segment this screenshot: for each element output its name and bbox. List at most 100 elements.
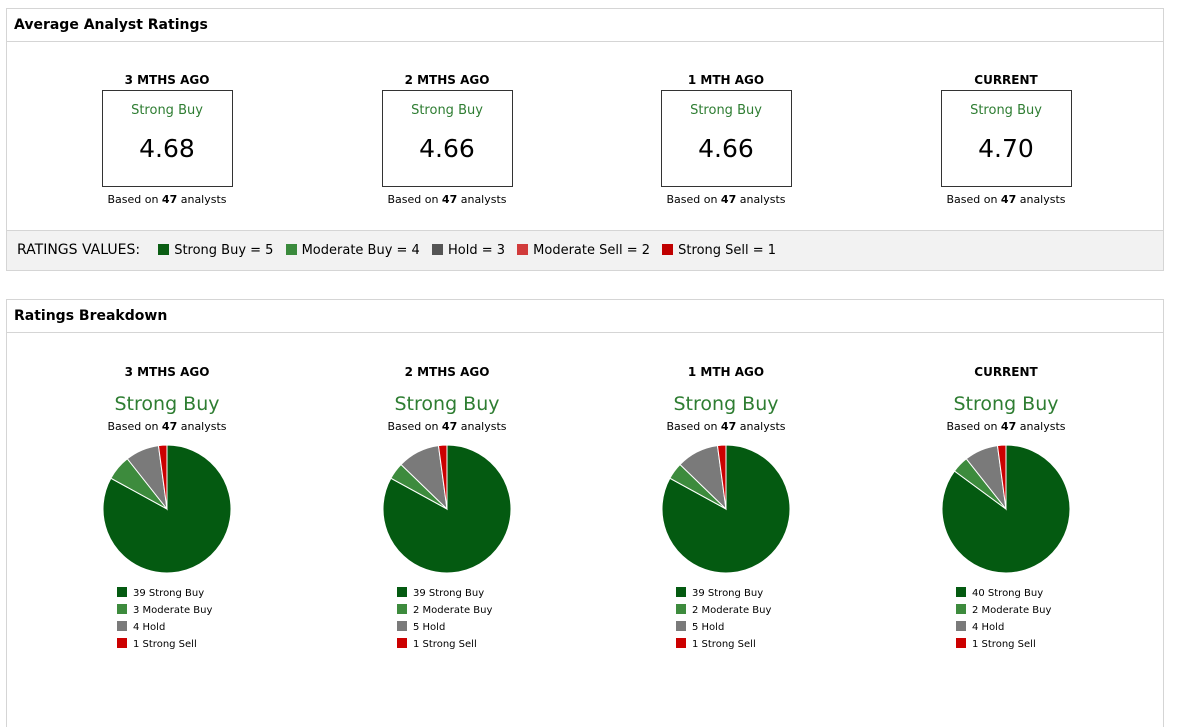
breakdown-rating-word: Strong Buy <box>394 393 500 415</box>
pie-legend-item[interactable]: 1 Strong Sell <box>676 636 836 653</box>
based-on-text: Based on 47 analysts <box>387 193 507 206</box>
legend-swatch <box>676 621 686 631</box>
legend-swatch <box>676 587 686 597</box>
pie-legend-label: 1 Strong Sell <box>692 639 756 650</box>
rating-score: 4.66 <box>419 134 475 163</box>
pie-legend-item[interactable]: 5 Hold <box>676 619 836 636</box>
pie-legend-item[interactable]: 4 Hold <box>117 619 277 636</box>
average-ratings-panel: Average Analyst Ratings 3 MTHS AGO Stron… <box>6 8 1164 271</box>
breakdown-based-on-text: Based on 47 analysts <box>107 420 227 433</box>
rating-word: Strong Buy <box>690 103 762 118</box>
legend-swatch <box>956 638 966 648</box>
pie-legend: 39 Strong Buy 2 Moderate Buy 5 Hold 1 Stron… <box>397 585 557 653</box>
breakdown-period-label: 1 MTH AGO <box>687 365 765 379</box>
based-on-text: Based on 47 analysts <box>107 193 227 206</box>
pie-legend-item[interactable]: 2 Moderate Buy <box>397 602 557 619</box>
breakdown-based-on-text: Based on 47 analysts <box>946 420 1066 433</box>
ratings-breakdown-panel: Ratings Breakdown 3 MTHS AGO Strong Buy Ba… <box>6 299 1164 727</box>
pie-slice-strong-sell[interactable] <box>157 444 168 510</box>
pie-legend-item[interactable]: 2 Moderate Buy <box>956 602 1116 619</box>
pie-legend-item[interactable]: 3 Moderate Buy <box>117 602 277 619</box>
period-label: 1 MTH AGO <box>687 73 765 87</box>
pie-legend-label: 1 Strong Sell <box>133 639 197 650</box>
pie-legend-item[interactable]: 1 Strong Sell <box>397 636 557 653</box>
pie-legend-item[interactable]: 1 Strong Sell <box>117 636 277 653</box>
pie-legend-item[interactable]: 5 Hold <box>397 619 557 636</box>
period-label: CURRENT <box>974 73 1038 87</box>
legend-swatch <box>397 587 407 597</box>
pie-legend-item[interactable]: 2 Moderate Buy <box>676 602 836 619</box>
ratings-values-title: RATINGS VALUES: <box>17 242 141 258</box>
legend-swatch <box>117 587 127 597</box>
breakdown-based-on-text: Based on 47 analysts <box>666 420 786 433</box>
breakdown-rating-word: Strong Buy <box>953 393 1059 415</box>
breakdown-period-label: 2 MTHS AGO <box>404 365 490 379</box>
pie-legend-label: 5 Hold <box>692 622 725 633</box>
breakdown-period-label: 3 MTHS AGO <box>124 365 210 379</box>
breakdown-column: 1 MTH AGO Strong Buy Based on 47 analysts 3… <box>616 365 836 653</box>
avg-column-current: CURRENT Strong Buy 4.70 Based on 47 anal… <box>896 73 1116 206</box>
pie-legend-label: 39 Strong Buy <box>413 588 485 599</box>
legend-swatch <box>158 244 170 255</box>
rating-word: Strong Buy <box>131 103 203 118</box>
pie-slice-strong-buy[interactable] <box>382 444 512 574</box>
pie-legend-item[interactable]: 4 Hold <box>956 619 1116 636</box>
legend-swatch <box>397 604 407 614</box>
rating-box: Strong Buy 4.66 <box>660 90 792 187</box>
pie-legend-item[interactable]: 39 Strong Buy <box>117 585 277 602</box>
pie-legend-label: 3 Moderate Buy <box>133 605 213 616</box>
pie-legend-label: 4 Hold <box>972 622 1005 633</box>
rating-score: 4.70 <box>978 134 1034 163</box>
pie-legend-item[interactable]: 40 Strong Buy <box>956 585 1116 602</box>
based-on-text: Based on 47 analysts <box>946 193 1066 206</box>
analyst-count: 47 <box>441 420 458 433</box>
analyst-count: 47 <box>720 193 737 206</box>
legend-swatch <box>285 244 297 255</box>
legend-swatch <box>956 604 966 614</box>
legend-swatch <box>676 604 686 614</box>
legend-hold: Hold = 3 <box>431 232 505 270</box>
pie-legend: 39 Strong Buy 3 Moderate Buy 4 Hold 1 Stron… <box>117 585 277 653</box>
rating-word: Strong Buy <box>411 103 483 118</box>
legend-swatch <box>956 587 966 597</box>
pie-legend-label: 1 Strong Sell <box>413 639 477 650</box>
pie-slice-strong-sell[interactable] <box>437 444 448 510</box>
avg-column-1-month: 1 MTH AGO Strong Buy 4.66 Based on 47 an… <box>616 73 836 206</box>
pie-slice-strong-sell[interactable] <box>716 444 727 510</box>
breakdown-rating-word: Strong Buy <box>673 393 779 415</box>
pie-slice-strong-buy[interactable] <box>102 444 232 574</box>
pie-legend: 40 Strong Buy 2 Moderate Buy 4 Hold 1 Stron… <box>956 585 1116 653</box>
rating-score: 4.66 <box>698 134 754 163</box>
pie-legend-label: 40 Strong Buy <box>972 588 1044 599</box>
analyst-count: 47 <box>161 420 178 433</box>
avg-column-3-months: 3 MTHS AGO Strong Buy 4.68 Based on 47 a… <box>57 73 277 206</box>
ratings-pie-chart <box>661 444 791 574</box>
rating-box: Strong Buy 4.68 <box>101 90 233 187</box>
pie-legend-item[interactable]: 39 Strong Buy <box>397 585 557 602</box>
legend-swatch <box>397 621 407 631</box>
breakdown-period-label: CURRENT <box>974 365 1038 379</box>
pie-slice-strong-buy[interactable] <box>941 444 1071 574</box>
pie-slice-strong-buy[interactable] <box>661 444 791 574</box>
ratings-pie-chart <box>102 444 232 574</box>
pie-legend-item[interactable]: 1 Strong Sell <box>956 636 1116 653</box>
ratings-breakdown-title: Ratings Breakdown <box>7 300 1163 333</box>
pie-legend-label: 39 Strong Buy <box>133 588 205 599</box>
pie-legend-label: 5 Hold <box>413 622 446 633</box>
legend-swatch <box>117 638 127 648</box>
legend-swatch <box>117 604 127 614</box>
legend-swatch <box>517 244 529 255</box>
pie-legend-item[interactable]: 39 Strong Buy <box>676 585 836 602</box>
pie-legend-label: 2 Moderate Buy <box>972 605 1052 616</box>
legend-strong-sell: Strong Sell = 1 <box>662 232 776 270</box>
breakdown-based-on-text: Based on 47 analysts <box>387 420 507 433</box>
legend-swatch <box>662 244 674 255</box>
legend-swatch <box>117 621 127 631</box>
breakdown-rating-word: Strong Buy <box>114 393 220 415</box>
ratings-values-legend: RATINGS VALUES: Strong Buy = 5 Moderate … <box>7 230 1163 270</box>
analyst-count: 47 <box>1000 193 1017 206</box>
pie-legend-label: 4 Hold <box>133 622 166 633</box>
pie-slice-strong-sell[interactable] <box>996 444 1007 510</box>
average-ratings-title: Average Analyst Ratings <box>7 9 1163 42</box>
legend-moderate-sell: Moderate Sell = 2 <box>517 232 650 270</box>
